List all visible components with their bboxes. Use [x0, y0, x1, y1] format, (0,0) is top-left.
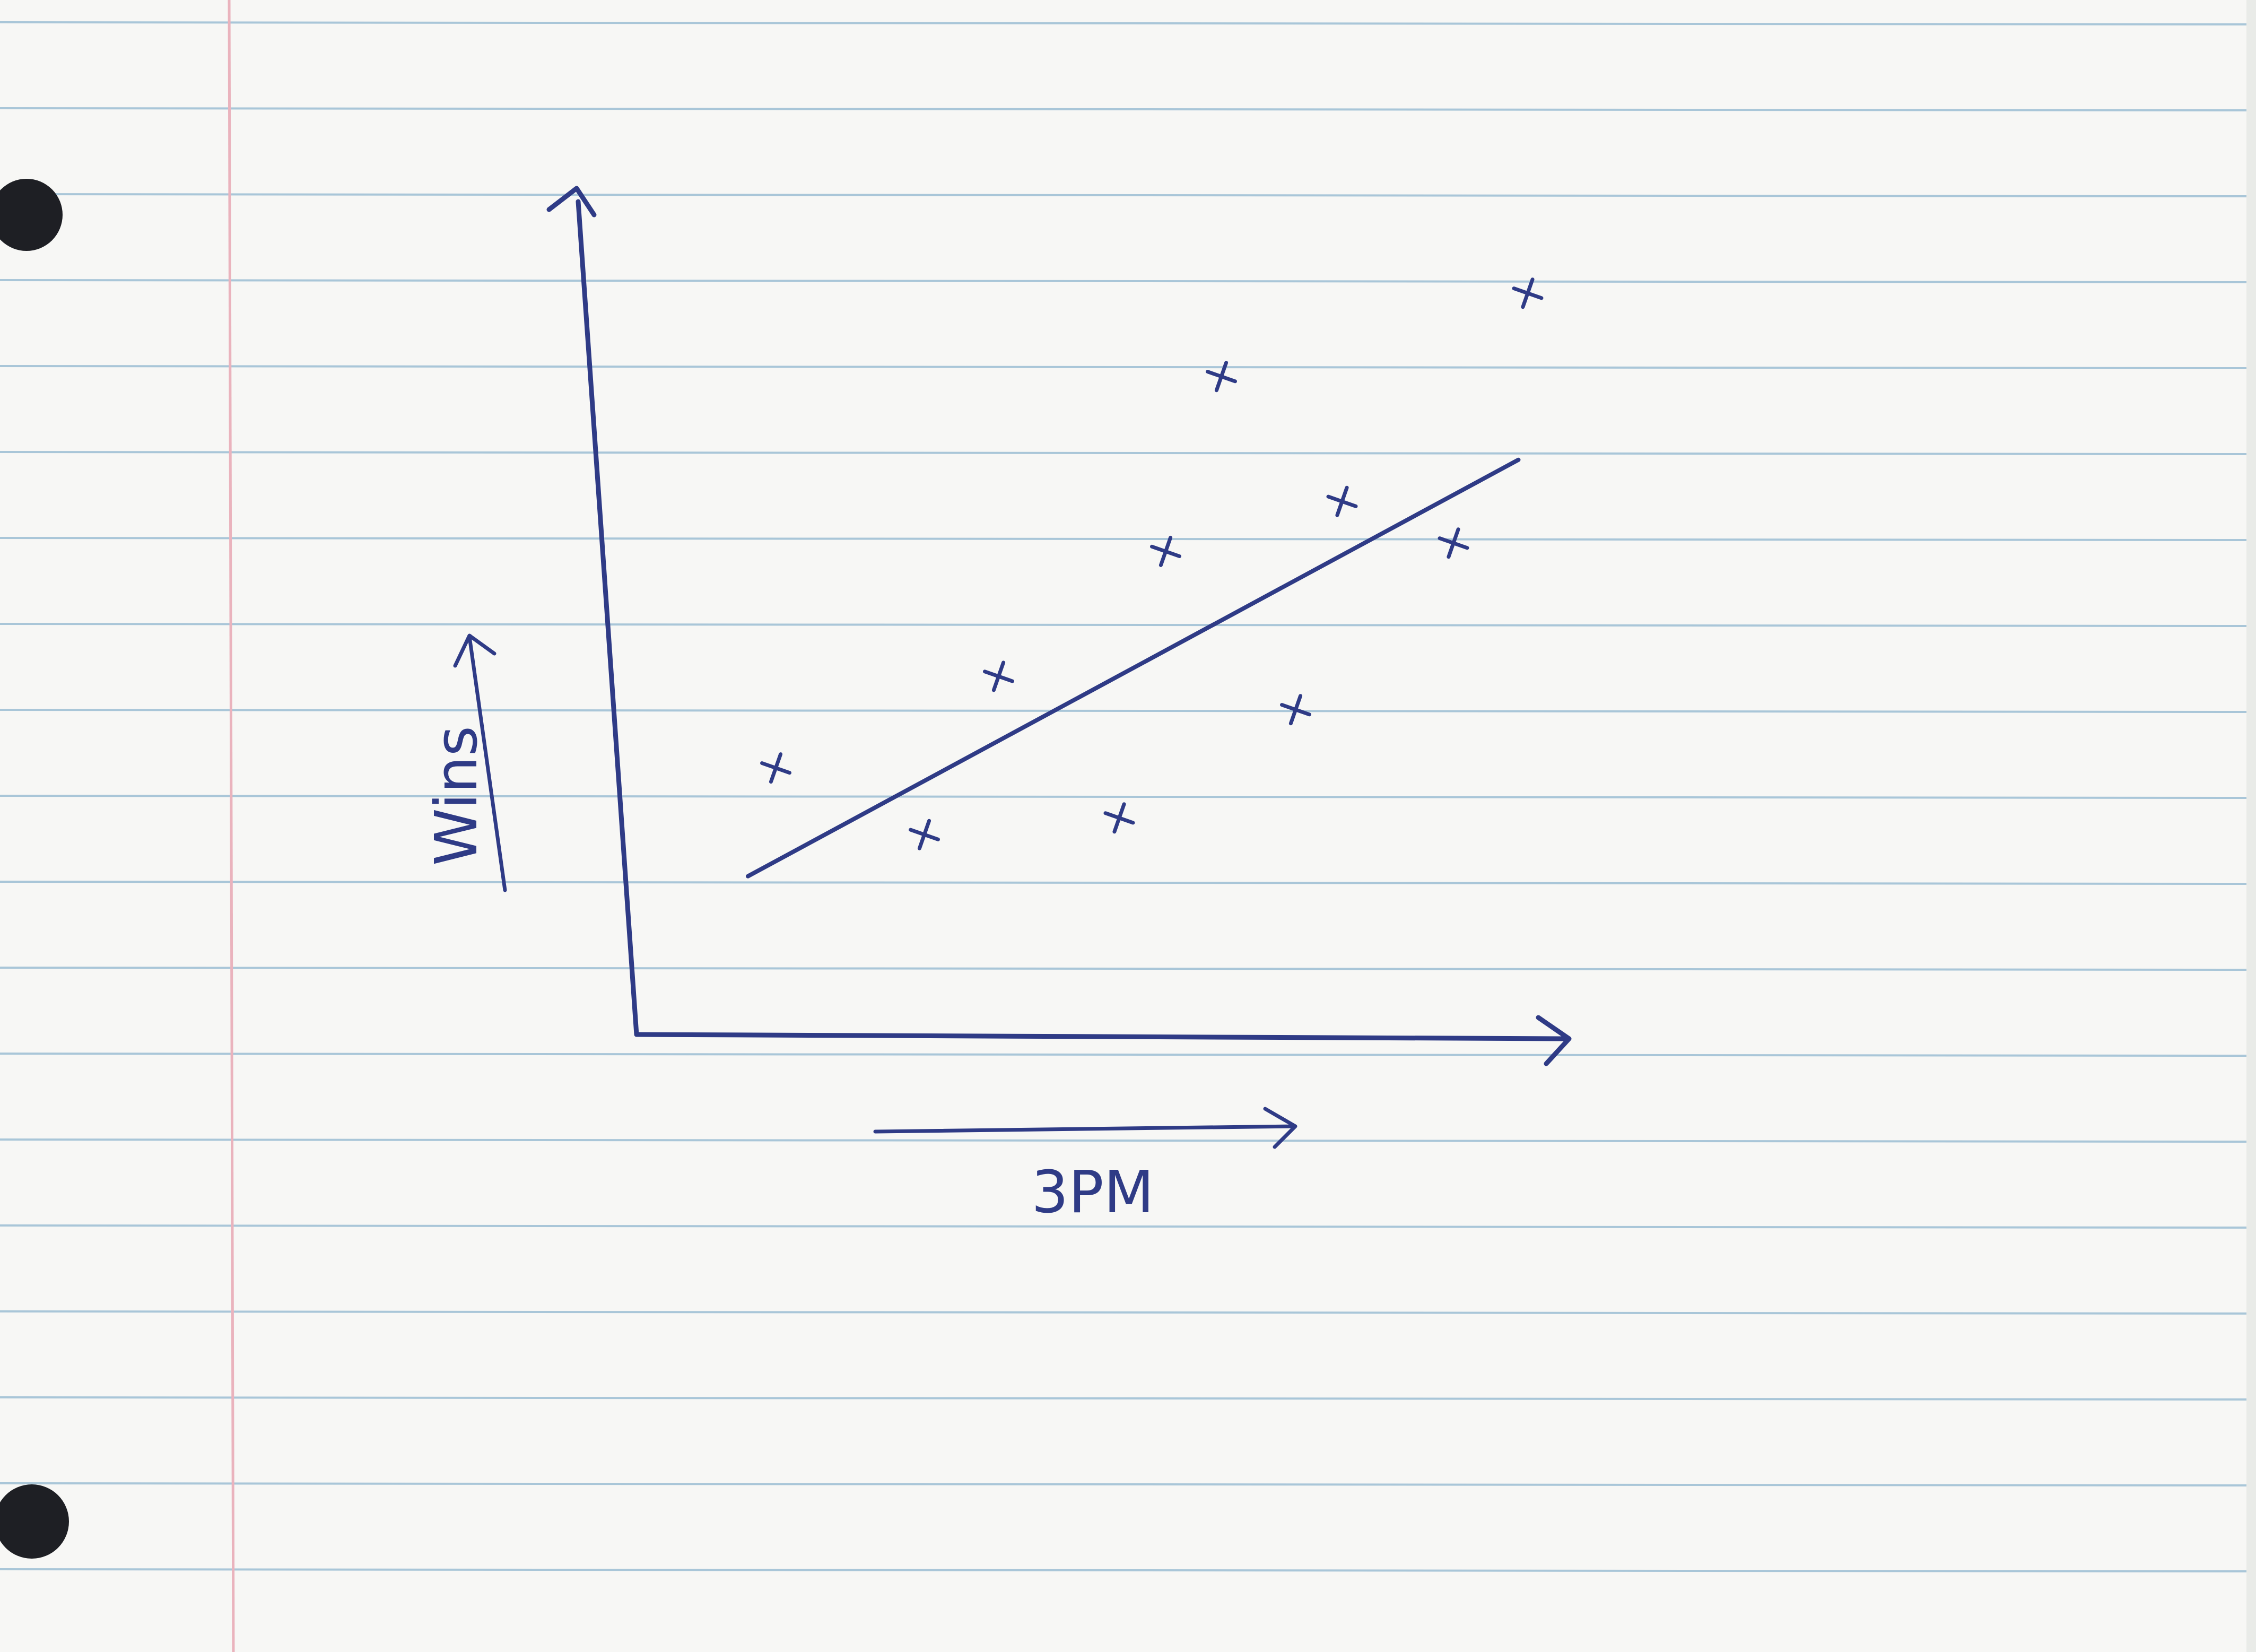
data-point-marker	[1326, 485, 1358, 517]
chart: 3PM Wins	[422, 186, 1572, 1226]
data-point-marker	[1438, 527, 1469, 559]
rule-line	[0, 21, 2247, 25]
y-axis-arrowhead	[546, 186, 597, 218]
rule-line	[0, 967, 2247, 971]
rule-line	[0, 881, 2247, 885]
binder-holes	[0, 179, 69, 1559]
rule-line	[0, 1053, 2247, 1057]
y-axis-label: Wins	[422, 726, 490, 866]
x-axis-label-group: 3PM	[873, 1107, 1297, 1226]
rule-line	[0, 1396, 2247, 1401]
y-direction-arrow	[453, 633, 507, 892]
rule-line	[0, 1568, 2247, 1572]
data-points	[760, 277, 1544, 850]
data-point-marker	[760, 752, 791, 784]
data-point-marker	[1103, 802, 1135, 834]
rule-line	[0, 1310, 2247, 1315]
x-axis	[634, 1032, 1570, 1041]
binder-hole-top	[0, 179, 63, 251]
x-axis-label: 3PM	[1031, 1158, 1154, 1226]
data-point-marker	[1150, 535, 1181, 567]
rule-line	[0, 709, 2247, 713]
y-axis-label-group: Wins	[422, 633, 507, 892]
x-direction-arrow	[873, 1107, 1297, 1149]
data-point-marker	[1280, 694, 1311, 726]
rule-line	[0, 1138, 2247, 1143]
rule-line	[0, 279, 2247, 283]
rule-line	[0, 365, 2247, 369]
data-point-marker	[983, 660, 1014, 692]
rule-line	[0, 1224, 2247, 1229]
y-axis	[576, 199, 639, 1037]
data-point-marker	[1206, 361, 1237, 393]
binder-hole-bottom	[0, 1484, 69, 1559]
rule-line	[0, 193, 2247, 197]
rule-line	[0, 537, 2247, 541]
rule-line	[0, 451, 2247, 455]
rule-line	[0, 107, 2247, 111]
data-point-marker	[909, 819, 940, 850]
data-point-marker	[1512, 277, 1544, 309]
margin-line	[228, 0, 235, 1652]
ruled-lines	[0, 21, 2247, 1572]
rule-line	[0, 795, 2247, 799]
x-axis-arrowhead	[1536, 1015, 1572, 1066]
rule-line	[0, 623, 2247, 627]
rule-line	[0, 1482, 2247, 1486]
trend-line	[746, 457, 1521, 879]
